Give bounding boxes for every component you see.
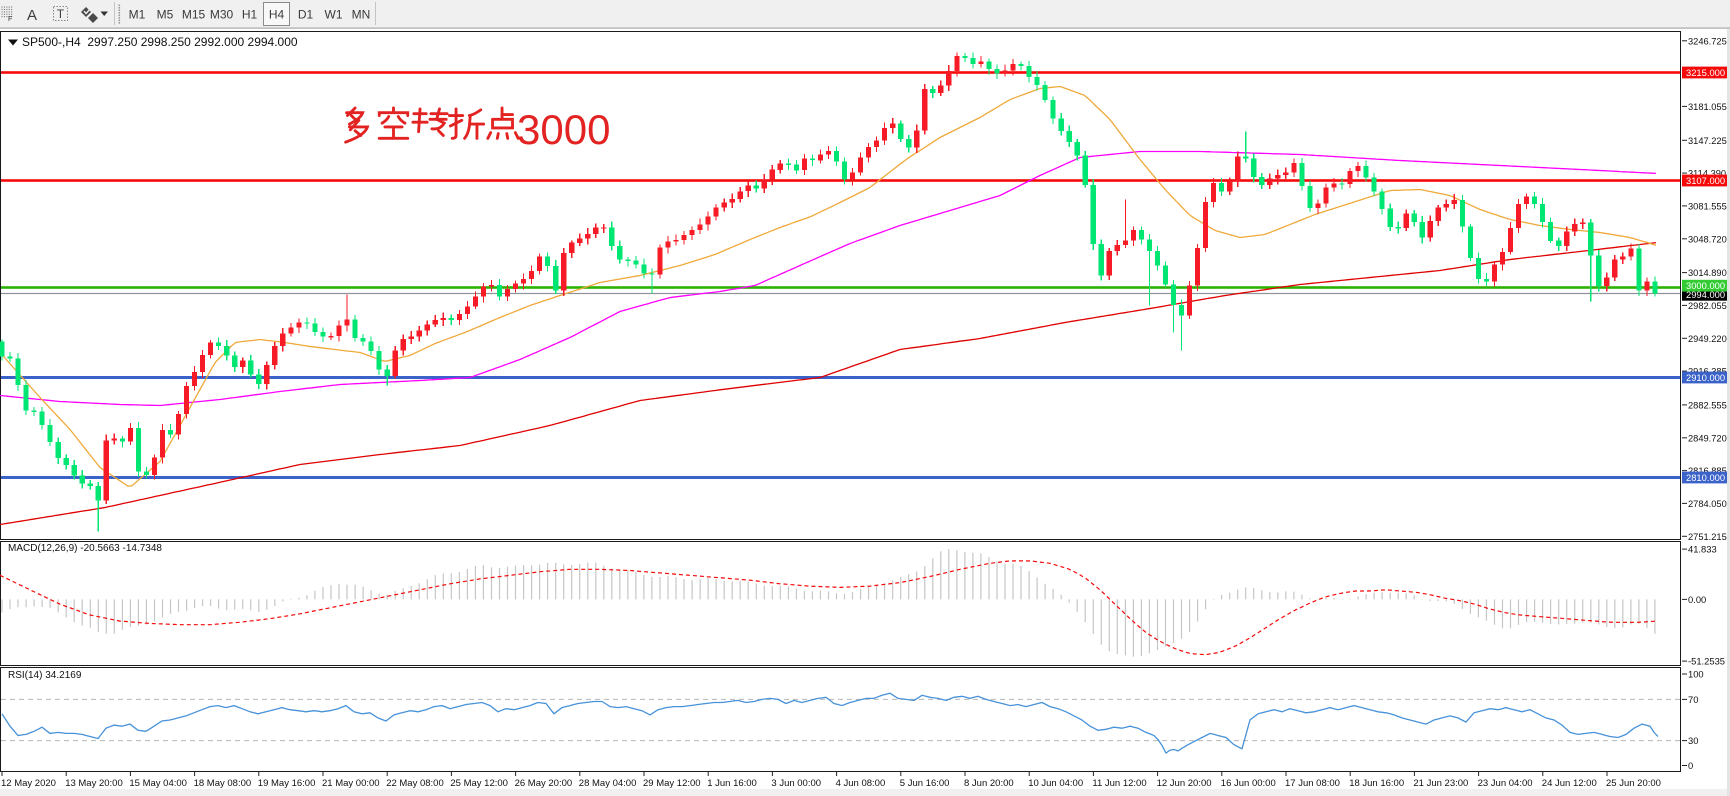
svg-text:25 May 12:00: 25 May 12:00 — [450, 778, 508, 789]
svg-text:10 Jun 04:00: 10 Jun 04:00 — [1028, 778, 1083, 789]
svg-text:D1: D1 — [298, 8, 314, 22]
svg-text:3048.720: 3048.720 — [1688, 234, 1727, 244]
svg-text:2784.050: 2784.050 — [1688, 499, 1727, 509]
svg-text:2982.055: 2982.055 — [1688, 301, 1727, 311]
svg-text:RSI(14) 34.2169: RSI(14) 34.2169 — [8, 670, 82, 681]
svg-text:A: A — [27, 7, 37, 24]
svg-text:2849.720: 2849.720 — [1688, 433, 1727, 443]
svg-text:3215.000: 3215.000 — [1686, 67, 1725, 78]
svg-text:30: 30 — [1688, 735, 1698, 746]
svg-text:2994.000: 2994.000 — [1686, 289, 1725, 300]
svg-text:26 May 20:00: 26 May 20:00 — [515, 778, 573, 789]
svg-text:18 May 08:00: 18 May 08:00 — [194, 778, 252, 789]
svg-text:21 May 00:00: 21 May 00:00 — [322, 778, 380, 789]
svg-text:3000: 3000 — [517, 106, 610, 153]
svg-text:T: T — [57, 7, 65, 21]
svg-text:H1: H1 — [242, 8, 258, 22]
svg-text:19 May 16:00: 19 May 16:00 — [258, 778, 316, 789]
svg-text:MN: MN — [352, 8, 371, 22]
svg-text:H4: H4 — [269, 8, 285, 22]
svg-text:2751.215: 2751.215 — [1688, 532, 1727, 542]
svg-text:3114.390: 3114.390 — [1688, 169, 1726, 179]
svg-text:5 Jun 16:00: 5 Jun 16:00 — [900, 778, 950, 789]
svg-text:M5: M5 — [157, 8, 174, 22]
svg-text:18 Jun 16:00: 18 Jun 16:00 — [1349, 778, 1404, 789]
svg-text:3107.000: 3107.000 — [1686, 175, 1725, 186]
svg-text:3014.890: 3014.890 — [1688, 268, 1727, 278]
svg-text:3147.225: 3147.225 — [1688, 136, 1727, 146]
svg-text:F: F — [8, 16, 12, 23]
svg-text:28 May 04:00: 28 May 04:00 — [579, 778, 637, 789]
svg-text:41.833: 41.833 — [1688, 544, 1717, 555]
svg-text:100: 100 — [1688, 669, 1704, 680]
svg-text:8 Jun 20:00: 8 Jun 20:00 — [964, 778, 1014, 789]
svg-text:17 Jun 08:00: 17 Jun 08:00 — [1285, 778, 1340, 789]
svg-text:1 Jun 16:00: 1 Jun 16:00 — [707, 778, 757, 789]
svg-text:3246.725: 3246.725 — [1688, 36, 1727, 46]
svg-text:M30: M30 — [210, 8, 234, 22]
svg-text:70: 70 — [1688, 694, 1698, 705]
svg-text:22 May 08:00: 22 May 08:00 — [386, 778, 444, 789]
svg-text:13 May 20:00: 13 May 20:00 — [65, 778, 123, 789]
svg-text:W1: W1 — [325, 8, 343, 22]
svg-text:3000.000: 3000.000 — [1686, 280, 1725, 291]
svg-text:0: 0 — [1688, 760, 1693, 771]
svg-text:12 May 2020: 12 May 2020 — [1, 778, 56, 789]
svg-text:M1: M1 — [129, 8, 146, 22]
svg-text:M15: M15 — [182, 8, 206, 22]
svg-text:0.00: 0.00 — [1688, 594, 1706, 605]
svg-text:16 Jun 00:00: 16 Jun 00:00 — [1221, 778, 1276, 789]
svg-text:3181.055: 3181.055 — [1688, 102, 1727, 112]
svg-text:4 Jun 08:00: 4 Jun 08:00 — [836, 778, 886, 789]
svg-text:2810.000: 2810.000 — [1686, 472, 1725, 483]
svg-text:29 May 12:00: 29 May 12:00 — [643, 778, 701, 789]
svg-text:23 Jun 04:00: 23 Jun 04:00 — [1478, 778, 1533, 789]
svg-text:3081.555: 3081.555 — [1688, 202, 1727, 212]
svg-text:MACD(12,26,9) -20.5663 -14.734: MACD(12,26,9) -20.5663 -14.7348 — [8, 543, 162, 554]
svg-text:21 Jun 23:00: 21 Jun 23:00 — [1413, 778, 1468, 789]
svg-text:25 Jun 20:00: 25 Jun 20:00 — [1606, 778, 1661, 789]
svg-text:-51.2535: -51.2535 — [1688, 656, 1725, 667]
svg-text:2816.885: 2816.885 — [1688, 466, 1727, 476]
svg-text:24 Jun 12:00: 24 Jun 12:00 — [1542, 778, 1597, 789]
svg-text:SP500-,H4 2997.250 2998.250 2: SP500-,H4 2997.250 2998.250 2992.000 299… — [22, 35, 298, 49]
svg-text:2949.220: 2949.220 — [1688, 334, 1727, 344]
svg-text:15 May 04:00: 15 May 04:00 — [129, 778, 187, 789]
svg-text:2910.000: 2910.000 — [1686, 372, 1725, 383]
svg-text:12 Jun 20:00: 12 Jun 20:00 — [1157, 778, 1212, 789]
svg-text:11 Jun 12:00: 11 Jun 12:00 — [1092, 778, 1146, 789]
svg-text:2882.555: 2882.555 — [1688, 401, 1727, 411]
svg-text:3 Jun 00:00: 3 Jun 00:00 — [771, 778, 821, 789]
